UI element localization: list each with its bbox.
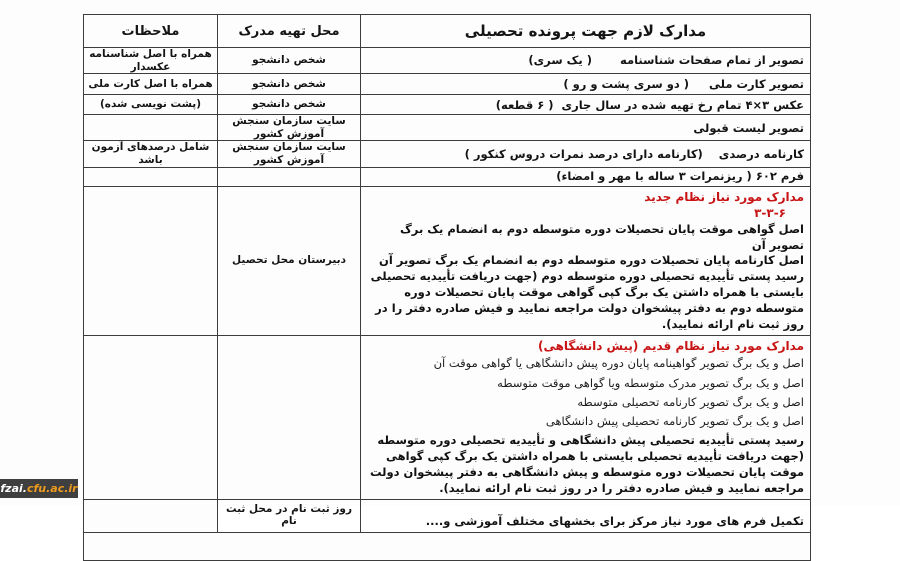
empty-cell [83, 334, 218, 500]
place-cell: شخص دانشجو [217, 94, 361, 116]
table-row-empty [83, 531, 811, 561]
table-row: تصویر کارت ملی ( دو سری پشت و رو ) شخص د… [83, 73, 811, 96]
table-row: تصویر از تمام صفحات شناسنامه ( یک سری) ش… [83, 46, 811, 75]
doc-cell: تصویر کارت ملی ( دو سری پشت و رو ) [360, 73, 811, 96]
documents-table: مدارک لازم جهت پرونده تحصیلی محل تهیه مد… [83, 14, 811, 561]
header-documents: مدارک لازم جهت پرونده تحصیلی [360, 14, 811, 48]
header-place: محل تهیه مدرک [217, 14, 361, 48]
old-system-paragraph: رسید پستی تأییدیه تحصیلی پیش دانشگاهی و … [369, 433, 804, 496]
new-system-line: اصل گواهی موقت پایان تحصیلات دوره متوسطه… [400, 221, 804, 252]
new-system-paragraph: رسید پستی تأییدیه تحصیلی دوره متوسطه دوم… [370, 269, 804, 331]
place-cell: روز ثبت نام در محل ثبت نام [217, 498, 361, 533]
place-cell: سایت سازمان سنجش آموزش کشور [217, 114, 361, 142]
new-system-heading: مدارک مورد نیاز نظام جدید [644, 189, 804, 204]
table-row-form602: فرم ۶۰۲ ( ریزنمرات ۳ ساله با مهر و امضاء… [83, 166, 811, 187]
old-system-cell: مدارک مورد نیاز نظام قدیم (پیش دانشگاهی)… [360, 334, 811, 500]
empty-cell [83, 498, 218, 533]
header-notes: ملاحظات [83, 14, 218, 48]
doc-cell: تصویر از تمام صفحات شناسنامه ( یک سری) [360, 46, 811, 75]
doc-cell: عکس ۳×۴ تمام رخ تهیه شده در سال جاری ( ۶… [360, 94, 811, 116]
old-system-line: اصل و یک برگ تصویر گواهینامه پایان دوره … [433, 356, 804, 371]
empty-cell [83, 185, 218, 336]
place-cell: سایت سازمان سنجش آموزش کشور [217, 140, 361, 168]
table-row: عکس ۳×۴ تمام رخ تهیه شده در سال جاری ( ۶… [83, 94, 811, 116]
table-row-completion: تکمیل فرم های مورد نیاز مرکز برای بخشهای… [83, 498, 811, 533]
watermark-site-domain: cfu.ac.ir [26, 482, 78, 495]
old-system-line: اصل و یک برگ تصویر مدرک متوسطه ویا گواهی… [497, 375, 804, 390]
table-header-row: مدارک لازم جهت پرونده تحصیلی محل تهیه مد… [83, 14, 811, 48]
new-system-cell: مدارک مورد نیاز نظام جدید ۳-۳-۶ اصل گواه… [360, 185, 811, 336]
table-row-old-system: مدارک مورد نیاز نظام قدیم (پیش دانشگاهی)… [83, 334, 811, 500]
place-cell: دبیرستان محل تحصیل [217, 185, 361, 336]
document-page: مدارک لازم جهت پرونده تحصیلی محل تهیه مد… [0, 14, 811, 561]
watermark: fzai.cfu.ac.ir [0, 479, 78, 498]
new-system-line: اصل کارنامه پایان تحصیلات دوره متوسطه دو… [379, 253, 804, 268]
doc-cell: تکمیل فرم های مورد نیاز مرکز برای بخشهای… [360, 498, 811, 533]
empty-cell [217, 166, 361, 187]
old-system-line: اصل و یک برگ تصویر کارنامه تحصیلی متوسطه [577, 394, 804, 409]
empty-cell [83, 531, 811, 561]
old-system-heading: مدارک مورد نیاز نظام قدیم (پیش دانشگاهی) [537, 338, 804, 353]
place-cell: شخص دانشجو [217, 73, 361, 96]
new-system-section-number: ۳-۳-۶ [754, 206, 786, 221]
empty-cell [217, 334, 361, 500]
watermark-site-prefix: fzai. [0, 482, 27, 495]
doc-cell: کارنامه درصدی (کارنامه دارای درصد نمرات … [360, 140, 811, 168]
doc-cell: تصویر لیست قبولی [360, 114, 811, 142]
old-system-line: اصل و یک برگ تصویر کارنامه تحصیلی پیش دا… [545, 414, 804, 429]
doc-cell: فرم ۶۰۲ ( ریزنمرات ۳ ساله با مهر و امضاء… [360, 166, 811, 187]
note-cell: شامل درصدهای آزمون باشد [83, 140, 218, 168]
empty-cell [83, 114, 218, 142]
note-cell: (پشت نویسی شده) [83, 94, 218, 116]
empty-cell [83, 166, 218, 187]
table-row: کارنامه درصدی (کارنامه دارای درصد نمرات … [83, 140, 811, 168]
table-row: تصویر لیست قبولی سایت سازمان سنجش آموزش … [83, 114, 811, 142]
note-cell: همراه با اصل کارت ملی [83, 73, 218, 96]
table-row-new-system: مدارک مورد نیاز نظام جدید ۳-۳-۶ اصل گواه… [83, 185, 811, 336]
place-cell: شخص دانشجو [217, 46, 361, 75]
note-cell: همراه با اصل شناسنامه عکسدار [83, 46, 218, 75]
